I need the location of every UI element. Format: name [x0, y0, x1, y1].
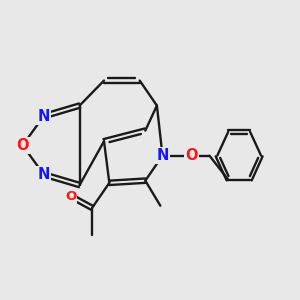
Text: N: N: [38, 167, 50, 182]
Text: O: O: [65, 190, 76, 203]
Text: O: O: [16, 138, 29, 153]
Text: N: N: [38, 109, 50, 124]
Text: O: O: [185, 148, 198, 163]
Text: N: N: [156, 148, 169, 163]
